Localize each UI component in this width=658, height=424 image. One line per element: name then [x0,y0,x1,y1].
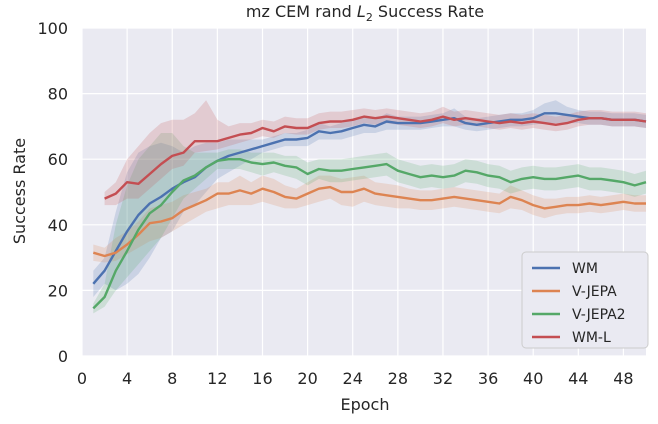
x-tick-label: 40 [523,369,543,388]
x-tick-label: 28 [388,369,408,388]
y-tick-label: 60 [48,150,68,169]
band-wm-l [104,100,647,206]
x-tick-label: 24 [343,369,363,388]
x-tick-label: 48 [613,369,633,388]
legend: WM V-JEPA V-JEPA2 WM-L [521,251,649,349]
x-tick-label: 0 [77,369,87,388]
band-wm [93,100,647,297]
x-tick-label: 20 [297,369,317,388]
x-tick-label: 44 [568,369,588,388]
x-tick-labels: 0 4 8 12 16 20 24 28 32 36 40 44 48 [77,369,634,388]
legend-label-wm-l: WM-L [572,330,611,346]
x-tick-label: 8 [167,369,177,388]
title-suffix: Success Rate [373,2,484,21]
series-line-wm-l [104,115,647,200]
title-subscript: 2 [366,11,373,24]
y-tick-label: 20 [48,281,68,300]
legend-label-v-jepa2: V-JEPA2 [572,307,626,323]
x-tick-label: 16 [252,369,272,388]
band-v-jepa2 [93,133,647,314]
series-line-v-jepa [92,185,646,258]
x-tick-label: 4 [122,369,132,388]
y-tick-labels: 0 20 40 60 80 100 [37,19,68,366]
y-tick-label: 40 [48,216,68,235]
series-line-wm [92,112,647,285]
series-lines [92,112,647,310]
legend-label-v-jepa: V-JEPA [572,284,617,300]
x-axis-label: Epoch [341,395,390,414]
title-prefix: mz CEM rand [246,2,357,21]
y-tick-label: 100 [37,19,68,38]
x-tick-label: 12 [207,369,227,388]
chart-title: mz CEM rand L2 Success Rate [246,2,484,24]
y-tick-label: 80 [48,85,68,104]
series-line-v-jepa2 [92,157,647,310]
x-tick-label: 36 [478,369,498,388]
x-tick-label: 32 [433,369,453,388]
legend-label-wm: WM [572,261,598,277]
y-axis-label: Success Rate [10,138,29,244]
y-tick-label: 0 [58,347,68,366]
title-math: L [357,2,366,21]
legend-frame [521,251,649,349]
